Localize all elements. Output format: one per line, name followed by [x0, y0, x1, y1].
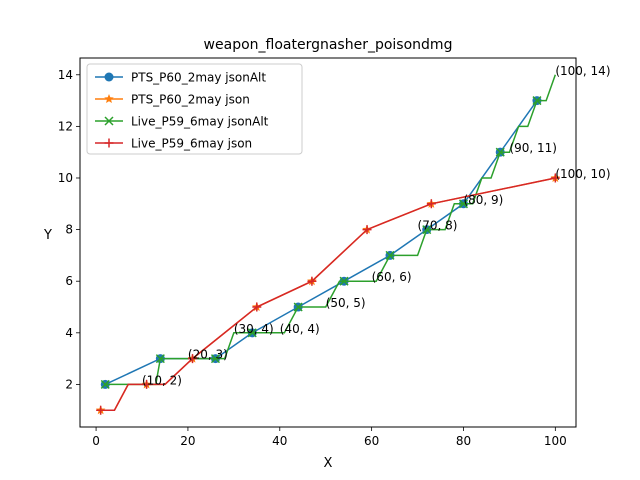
x-tick-label: 60 [364, 434, 379, 448]
x-tick-label: 40 [272, 434, 287, 448]
series-line [105, 74, 557, 386]
x-axis: 0 20 40 60 80 100 [92, 427, 567, 448]
data-point [96, 405, 106, 415]
data-point [252, 302, 262, 312]
legend-marker [104, 94, 114, 104]
data-point [532, 96, 542, 106]
x-tick-label: 100 [544, 434, 567, 448]
data-point [247, 328, 257, 338]
data-point [100, 379, 110, 389]
data-point [385, 250, 395, 260]
legend-label: PTS_P60_2may jsonAlt [131, 71, 266, 85]
data-label: (60, 6) [372, 270, 412, 284]
y-tick-label: 12 [58, 119, 73, 133]
data-point [422, 225, 432, 235]
data-label: (20, 3) [188, 348, 228, 362]
x-tick-label: 20 [180, 434, 195, 448]
legend-marker [104, 72, 114, 82]
data-point [210, 354, 221, 364]
data-point [339, 276, 349, 286]
data-label: (50, 5) [326, 296, 366, 310]
legend-label: Live_P59_6may json [131, 137, 252, 151]
legend-item: Live_P59_6may json [95, 137, 252, 151]
y-tick-label: 2 [65, 377, 73, 391]
data-label: (100, 10) [555, 167, 610, 181]
x-tick-label: 80 [456, 434, 471, 448]
data-point [362, 225, 372, 235]
y-tick-label: 14 [58, 68, 73, 82]
y-tick-label: 6 [65, 274, 73, 288]
data-point [307, 276, 317, 286]
legend-box [86, 63, 303, 155]
data-label: (40, 4) [280, 322, 320, 336]
series-3 [100, 74, 557, 389]
x-axis-label: X [324, 456, 333, 471]
y-axis-label: Y [43, 228, 52, 243]
y-axis: 2 4 6 8 10 12 14 [58, 68, 80, 391]
data-label: (90, 11) [509, 141, 557, 155]
series-4 [96, 173, 560, 415]
data-point [188, 354, 198, 364]
data-label: (100, 14) [555, 64, 610, 78]
data-point [550, 173, 560, 183]
plot-area [95, 74, 561, 415]
legend-item: Live_P59_6may jsonAlt [95, 115, 269, 129]
x-tick-label: 0 [92, 434, 100, 448]
data-label: (10, 2) [142, 373, 182, 387]
legend-marker [104, 138, 114, 148]
axes-frame [79, 57, 577, 428]
y-tick-label: 4 [65, 326, 73, 340]
y-tick-label: 10 [58, 171, 73, 185]
y-tick-label: 8 [65, 223, 73, 237]
legend-label: Live_P59_6may jsonAlt [131, 115, 269, 129]
data-point [142, 379, 152, 389]
data-point [426, 199, 436, 209]
data-point [458, 199, 469, 209]
data-point [155, 354, 165, 364]
legend-item: PTS_P60_2may jsonAlt [95, 71, 266, 85]
legend: PTS_P60_2may jsonAlt PTS_P60_2may json Liv… [86, 63, 303, 155]
data-point [495, 147, 505, 157]
data-label: (80, 9) [463, 193, 503, 207]
legend-marker [104, 116, 114, 126]
data-label: (70, 8) [418, 219, 458, 233]
legend-label: PTS_P60_2may json [131, 93, 250, 107]
chart-title: weapon_floatergnasher_poisondmg [204, 37, 453, 53]
legend-item: PTS_P60_2may json [95, 93, 250, 107]
point-annotations: (10, 2) (20, 3) (30, 4) (40, 4) (50, 5) (60, … [142, 64, 611, 388]
data-label: (30, 4) [234, 322, 274, 336]
data-point [293, 302, 303, 312]
